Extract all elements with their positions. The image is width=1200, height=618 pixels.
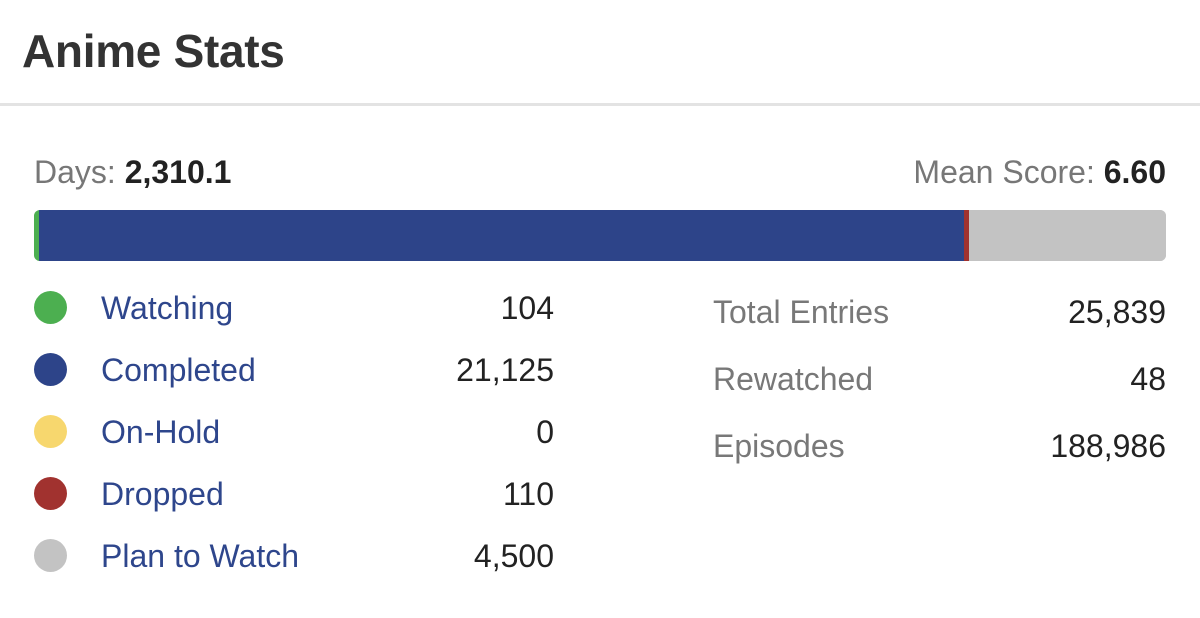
status-row-dropped: Dropped 110 — [34, 466, 554, 528]
total-row-episodes: Episodes 188,986 — [713, 424, 1166, 491]
status-list: Watching 104 Completed 21,125 On-Hold 0 … — [34, 280, 554, 590]
total-row-entries: Total Entries 25,839 — [713, 290, 1166, 357]
plan-to-watch-count: 4,500 — [473, 538, 554, 574]
days-label: Days: — [34, 154, 116, 190]
rewatched-value: 48 — [1130, 361, 1166, 397]
completed-count: 21,125 — [456, 352, 554, 388]
plan-to-watch-link[interactable]: Plan to Watch — [101, 538, 300, 574]
watching-link[interactable]: Watching — [101, 290, 234, 326]
days-stat: Days: 2,310.1 — [34, 152, 231, 192]
on-hold-link[interactable]: On-Hold — [101, 414, 221, 450]
total-entries-value: 25,839 — [1068, 294, 1166, 330]
totals-list: Total Entries 25,839 Rewatched 48 Episod… — [713, 290, 1166, 491]
dropped-dot-icon — [34, 477, 67, 510]
status-row-plan-to-watch: Plan to Watch 4,500 — [34, 528, 554, 590]
total-row-rewatched: Rewatched 48 — [713, 357, 1166, 424]
watching-dot-icon — [34, 291, 67, 324]
bar-segment-completed — [38, 210, 965, 261]
bar-segment-watching — [34, 210, 39, 261]
episodes-value: 188,986 — [1050, 428, 1166, 464]
mean-score-label: Mean Score: — [913, 154, 1095, 190]
bar-segment-dropped — [964, 210, 969, 261]
status-row-completed: Completed 21,125 — [34, 342, 554, 404]
dropped-count: 110 — [502, 476, 554, 512]
page-title: Anime Stats — [22, 25, 285, 77]
completed-dot-icon — [34, 353, 67, 386]
bar-segment-plan-to-watch — [968, 210, 1166, 261]
completed-link[interactable]: Completed — [101, 352, 256, 388]
status-row-watching: Watching 104 — [34, 280, 554, 342]
days-value: 2,310.1 — [124, 154, 232, 190]
total-entries-label: Total Entries — [713, 294, 890, 330]
summary-row: Days: 2,310.1 Mean Score: 6.60 — [34, 152, 1166, 192]
stats-header: Anime Stats — [0, 0, 1200, 106]
rewatched-label: Rewatched — [713, 361, 874, 397]
episodes-label: Episodes — [713, 428, 845, 464]
mean-score-stat: Mean Score: 6.60 — [913, 152, 1166, 192]
status-row-on-hold: On-Hold 0 — [34, 404, 554, 466]
on-hold-dot-icon — [34, 415, 67, 448]
watching-count: 104 — [500, 290, 554, 326]
mean-score-value: 6.60 — [1103, 154, 1166, 190]
status-distribution-bar — [34, 210, 1166, 261]
on-hold-count: 0 — [536, 414, 554, 450]
plan-to-watch-dot-icon — [34, 539, 67, 572]
dropped-link[interactable]: Dropped — [101, 476, 224, 512]
